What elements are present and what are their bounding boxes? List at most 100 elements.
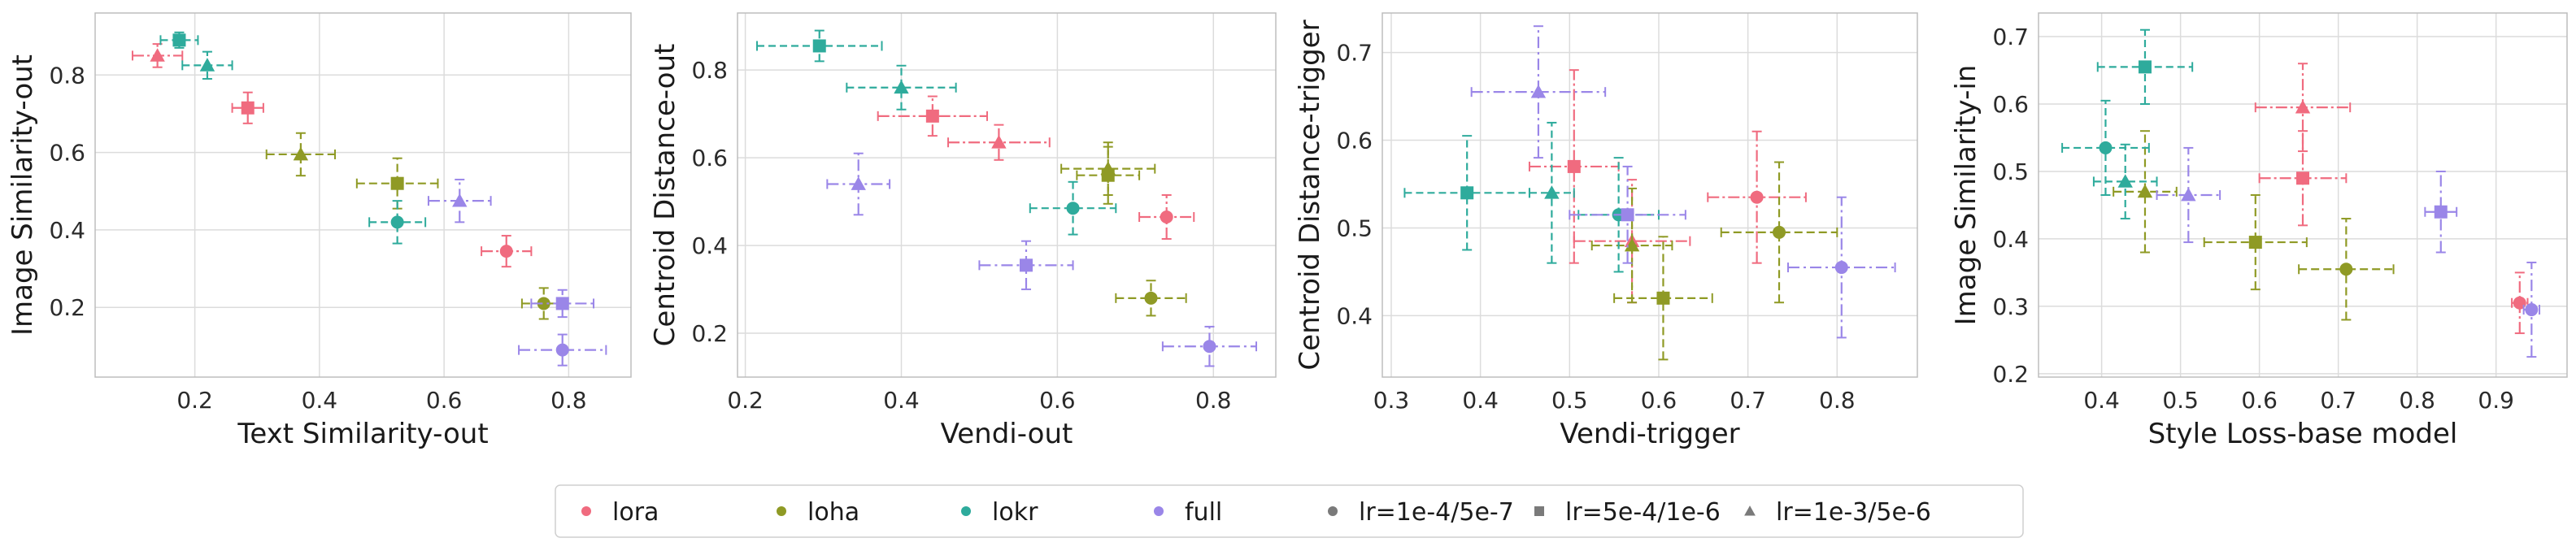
marker-lora: [2295, 99, 2311, 114]
chart-panel-4: 0.4 0.5 0.6 0.7 0.8 0.9 0.2 0.3 0.4 0.5 0.6 0.7 Styl…: [1950, 12, 2568, 450]
legend-item: lr=1e-3/5e-6: [1744, 498, 1931, 527]
marker-lora: [1750, 190, 1764, 204]
x-tick-label: 0.4: [302, 387, 338, 414]
plot-area: [738, 13, 1276, 377]
legend-item: lora: [581, 498, 659, 527]
y-tick-label: 0.7: [1992, 24, 2029, 50]
marker-lora: [1567, 159, 1581, 173]
marker-loha: [2248, 236, 2262, 249]
legend-item: lokr: [961, 498, 1038, 527]
data-point-loha: [1613, 236, 1713, 361]
marker-loha: [1144, 291, 1158, 305]
y-tick-label: 0.2: [49, 294, 85, 321]
data-point-loha: [1720, 161, 1838, 304]
data-point-full: [826, 152, 891, 216]
marker-full: [452, 193, 468, 207]
plot-frame: [2038, 12, 2568, 378]
chart-panel-2: 0.2 0.4 0.6 0.8 0.2 0.4 0.6 0.8 Vendi-out Centroi…: [649, 12, 1277, 450]
marker-full: [1019, 258, 1033, 272]
marker-lokr: [2117, 174, 2133, 188]
y-axis-label: Centroid Distance-trigger: [1294, 20, 1326, 370]
data-point-lora: [1707, 130, 1807, 264]
y-axis-label: Centroid Distance-out: [649, 44, 681, 347]
marker-full: [1621, 208, 1634, 222]
marker-lokr: [1066, 202, 1080, 215]
y-tick-label: 0.7: [1336, 40, 1373, 67]
legend-label: lr=5e-4/1e-6: [1565, 498, 1721, 527]
data-point-full: [1786, 196, 1896, 339]
legend-marker: [1744, 505, 1756, 516]
legend-item: lr=5e-4/1e-6: [1534, 498, 1721, 527]
marker-lokr: [1460, 186, 1474, 200]
y-tick-label: 0.5: [1992, 158, 2029, 185]
y-tick-label: 0.6: [691, 145, 728, 171]
marker-lora: [499, 245, 513, 258]
data-point-lora: [2511, 271, 2529, 335]
marker-loha: [2137, 184, 2153, 198]
legend-label: lokr: [992, 498, 1038, 527]
marker-full: [1203, 340, 1216, 354]
marker-lora: [2296, 171, 2309, 185]
x-axis-label: Style Loss-base model: [2148, 418, 2458, 450]
legend-marker: [1154, 506, 1164, 516]
x-tick-label: 0.8: [1819, 387, 1856, 414]
x-axis-label: Text Similarity-out: [237, 418, 488, 450]
data-point-full: [2156, 146, 2221, 244]
x-tick-label: 0.2: [727, 387, 764, 414]
marker-loha: [1624, 237, 1640, 252]
y-tick-label: 0.4: [49, 217, 85, 244]
marker-loha: [390, 176, 404, 190]
marker-full: [555, 297, 569, 310]
x-tick-label: 0.5: [2162, 387, 2199, 414]
y-tick-label: 0.8: [49, 62, 85, 89]
data-point-lokr: [1029, 180, 1117, 236]
data-point-lora: [1528, 69, 1620, 264]
legend-label: lr=1e-3/5e-6: [1776, 498, 1931, 527]
marker-lokr: [1544, 185, 1560, 199]
data-point-lora: [231, 91, 264, 124]
data-point-full: [2522, 261, 2541, 358]
legend: lora loha lokr full lr=1e-4/5e-7 lr=5e-4/1e-6…: [555, 484, 2024, 538]
data-point-loha: [1115, 280, 1187, 317]
marker-lora: [925, 109, 939, 123]
x-tick-label: 0.4: [883, 387, 920, 414]
x-tick-label: 0.4: [2083, 387, 2120, 414]
data-point-loha: [2203, 194, 2308, 291]
x-tick-label: 0.6: [2241, 387, 2278, 414]
marker-lokr: [199, 58, 215, 72]
x-tick-label: 0.6: [1039, 387, 1076, 414]
data-point-lokr: [755, 29, 883, 63]
y-tick-label: 0.5: [1336, 215, 1373, 241]
marker-lokr: [812, 39, 826, 53]
data-point-full: [518, 333, 607, 367]
legend-frame: [555, 484, 2024, 538]
y-tick-label: 0.3: [1992, 293, 2029, 320]
data-point-loha: [265, 132, 337, 177]
marker-lora: [150, 48, 165, 62]
data-point-full: [978, 240, 1074, 291]
legend-marker: [961, 506, 971, 516]
data-point-lora: [947, 124, 1051, 161]
x-axis-label: Vendi-out: [941, 418, 1073, 450]
y-tick-label: 0.6: [49, 140, 85, 167]
marker-full: [1834, 261, 1848, 275]
marker-full: [2525, 303, 2539, 317]
marker-lora: [991, 135, 1007, 149]
y-axis-label: Image Similarity-in: [1950, 65, 1982, 326]
marker-full: [1530, 84, 1547, 98]
legend-item: loha: [777, 498, 859, 527]
data-point-loha: [355, 157, 439, 210]
data-point-loha: [2298, 218, 2395, 321]
legend-marker: [1534, 506, 1544, 516]
marker-loha: [293, 146, 309, 161]
x-tick-label: 0.5: [1551, 387, 1588, 414]
x-tick-label: 0.7: [1730, 387, 1766, 414]
y-tick-label: 0.4: [691, 232, 728, 259]
y-tick-label: 0.6: [1336, 128, 1373, 154]
y-tick-label: 0.6: [1992, 91, 2029, 118]
x-tick-label: 0.7: [2320, 387, 2356, 414]
data-point-lokr: [181, 50, 233, 80]
marker-loha: [2339, 262, 2353, 276]
data-point-lokr: [2061, 99, 2150, 196]
